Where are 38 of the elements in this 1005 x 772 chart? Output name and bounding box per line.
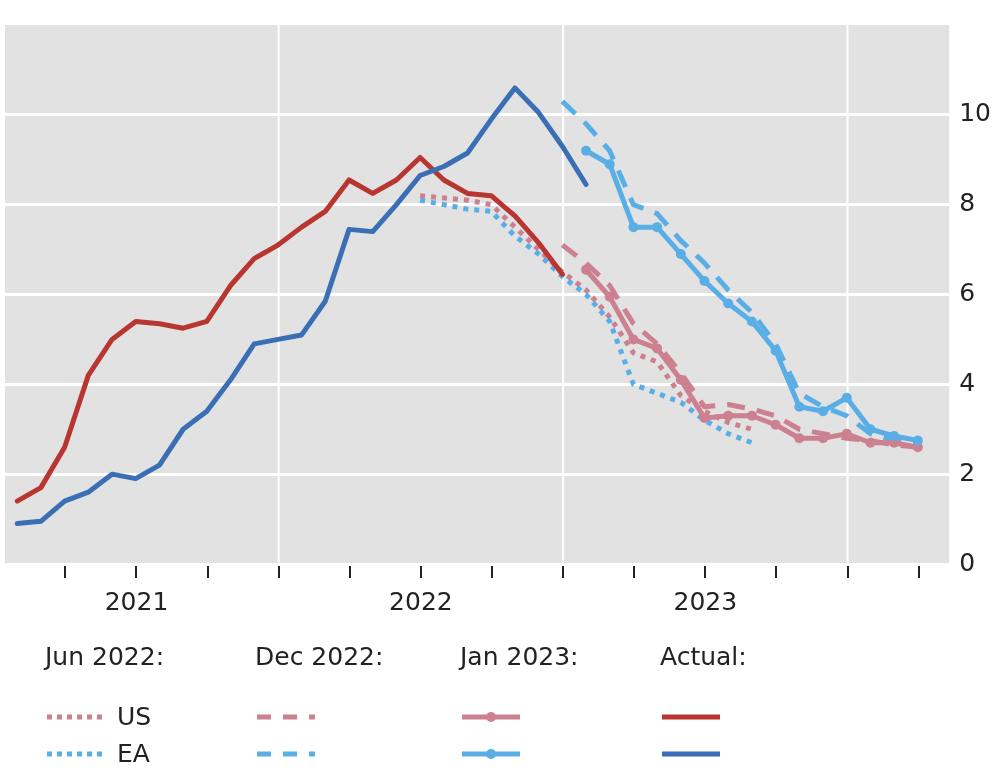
point bbox=[628, 334, 639, 345]
point bbox=[865, 424, 876, 435]
y-tick-label: 8 bbox=[959, 188, 976, 218]
legend-label: EA bbox=[117, 739, 150, 768]
point bbox=[865, 437, 876, 448]
x-tick-label: 2023 bbox=[673, 586, 738, 616]
y-tick-label: 6 bbox=[959, 278, 976, 307]
y-tick-label: 2 bbox=[959, 457, 976, 487]
text: Actual: bbox=[660, 641, 748, 673]
point bbox=[794, 401, 805, 412]
point bbox=[604, 291, 615, 302]
y-tick-label: 0 bbox=[959, 547, 976, 577]
point bbox=[604, 159, 615, 170]
point bbox=[652, 222, 663, 233]
point bbox=[841, 392, 852, 403]
point bbox=[723, 410, 734, 421]
y-tick-label: 10 bbox=[959, 98, 991, 128]
x-tick-label: 2021 bbox=[104, 586, 169, 616]
legend-label: US bbox=[117, 702, 152, 731]
point bbox=[699, 413, 710, 424]
point bbox=[723, 298, 734, 309]
point bbox=[746, 316, 757, 327]
text: Dec 2022: bbox=[255, 641, 385, 673]
text: Jun 2022: bbox=[45, 641, 166, 673]
point bbox=[628, 222, 639, 233]
point bbox=[675, 249, 686, 260]
point bbox=[581, 264, 592, 275]
point bbox=[699, 276, 710, 287]
text: Jan 2023: bbox=[460, 641, 580, 673]
point bbox=[746, 410, 757, 421]
point bbox=[770, 419, 781, 430]
point bbox=[818, 406, 829, 417]
y-tick-label: 4 bbox=[959, 367, 976, 397]
point bbox=[889, 430, 900, 441]
point bbox=[652, 343, 663, 354]
point bbox=[581, 145, 592, 156]
x-tick-label: 2022 bbox=[389, 586, 453, 616]
point bbox=[794, 433, 805, 444]
